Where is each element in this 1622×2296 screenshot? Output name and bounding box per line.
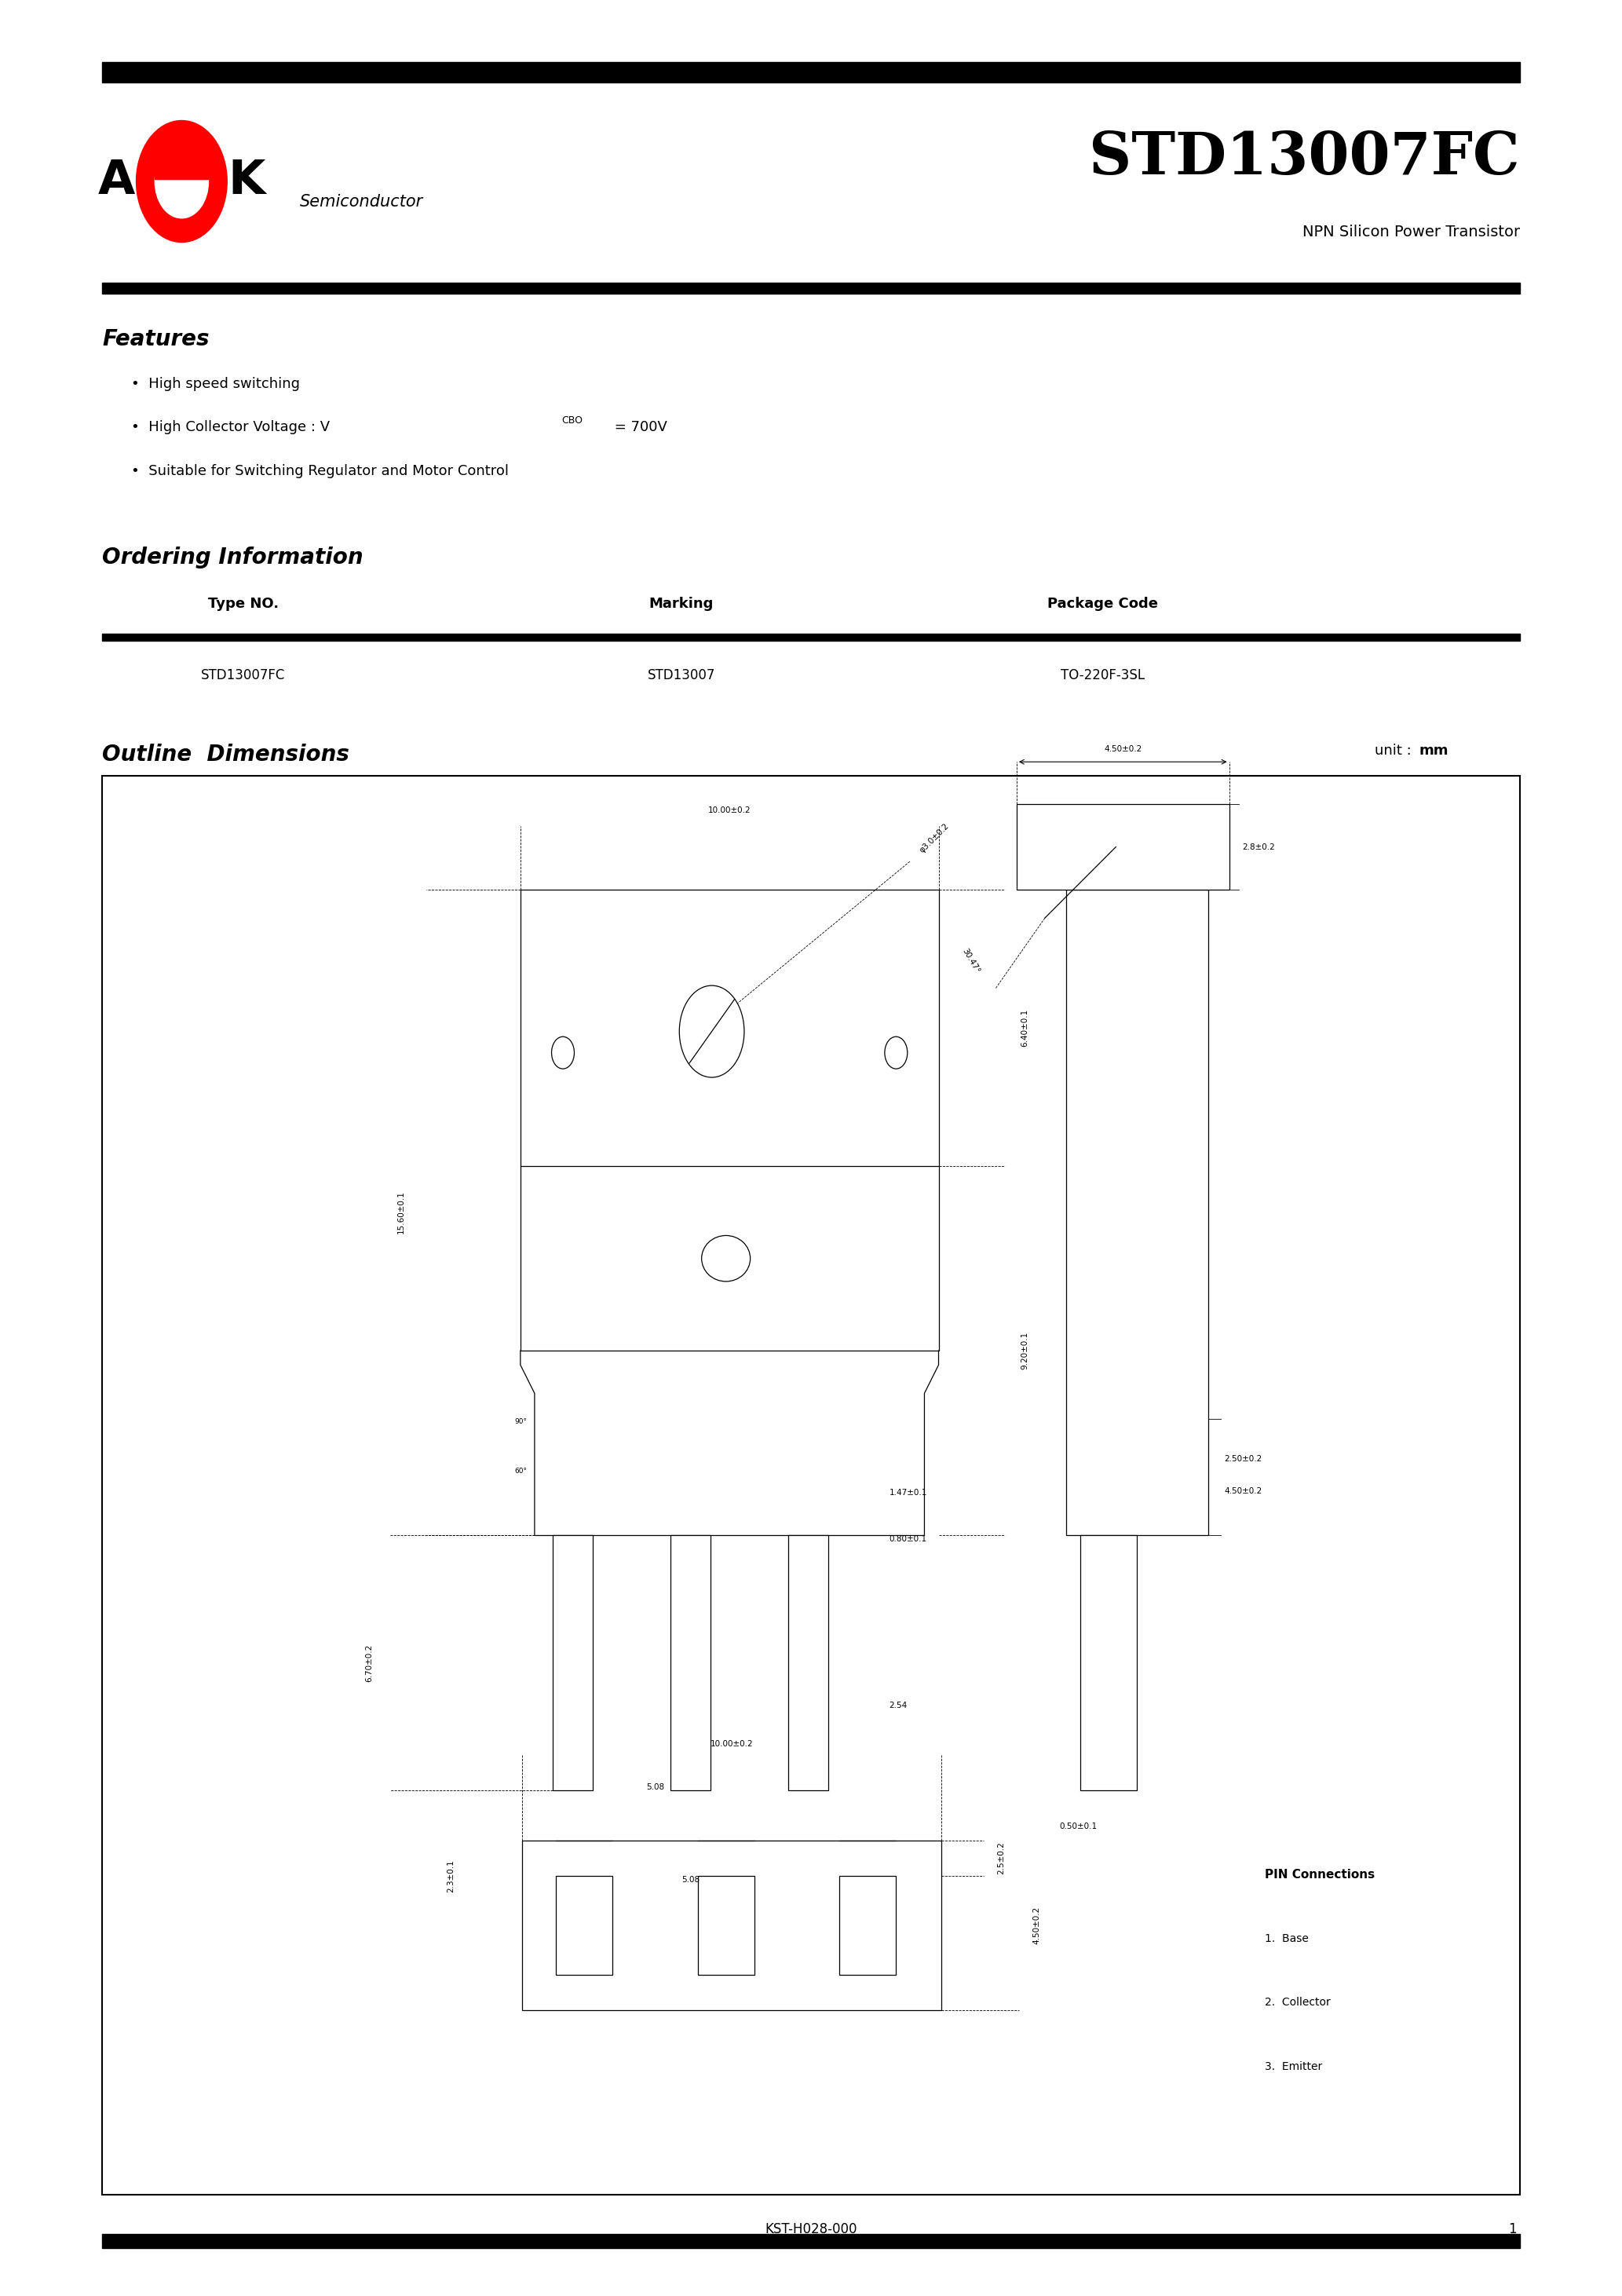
- Text: 2.54: 2.54: [889, 1701, 907, 1708]
- Text: 6.40±0.1: 6.40±0.1: [1020, 1008, 1028, 1047]
- Text: PIN Connections: PIN Connections: [1265, 1869, 1375, 1880]
- Text: 1.47±0.1: 1.47±0.1: [889, 1488, 926, 1497]
- Text: 2.50±0.2: 2.50±0.2: [1225, 1456, 1262, 1463]
- Text: 2.8±0.2: 2.8±0.2: [1242, 843, 1275, 852]
- Bar: [102, 282, 1520, 294]
- Bar: [1017, 804, 1229, 889]
- Bar: [697, 1876, 754, 1975]
- Text: Ordering Information: Ordering Information: [102, 546, 363, 569]
- Text: 2.  Collector: 2. Collector: [1265, 1998, 1330, 2009]
- Bar: [1066, 889, 1208, 1536]
- Text: NPN Silicon Power Transistor: NPN Silicon Power Transistor: [1302, 225, 1520, 239]
- Text: Outline  Dimensions: Outline Dimensions: [102, 744, 349, 767]
- Bar: [521, 889, 939, 1350]
- Text: = 700V: = 700V: [610, 420, 667, 434]
- Text: 3.  Emitter: 3. Emitter: [1265, 2062, 1322, 2073]
- Text: STD13007: STD13007: [647, 668, 715, 682]
- Circle shape: [680, 985, 744, 1077]
- Bar: [1080, 1536, 1137, 1791]
- Text: A: A: [99, 158, 135, 204]
- Text: 4.50±0.2: 4.50±0.2: [1105, 744, 1142, 753]
- Ellipse shape: [156, 145, 208, 218]
- Text: •  High speed switching: • High speed switching: [131, 377, 300, 390]
- Text: 2.5±0.2: 2.5±0.2: [998, 1841, 1004, 1874]
- Text: STD13007FC: STD13007FC: [201, 668, 285, 682]
- Text: 60°: 60°: [514, 1467, 527, 1474]
- Text: 4.50±0.2: 4.50±0.2: [1225, 1488, 1262, 1495]
- Ellipse shape: [702, 1235, 751, 1281]
- Text: KST-H028-000: KST-H028-000: [766, 2223, 856, 2236]
- Text: 2.3±0.1: 2.3±0.1: [448, 1860, 454, 1892]
- Bar: [556, 1876, 613, 1975]
- Text: 30.47°: 30.47°: [960, 946, 981, 974]
- Bar: [102, 62, 1520, 83]
- Bar: [102, 776, 1520, 2195]
- Bar: [788, 1536, 827, 1791]
- Circle shape: [551, 1038, 574, 1070]
- Text: Package Code: Package Code: [1048, 597, 1158, 611]
- Text: 10.00±0.2: 10.00±0.2: [709, 806, 751, 815]
- Text: 90°: 90°: [514, 1419, 527, 1426]
- Text: 1.  Base: 1. Base: [1265, 1933, 1309, 1945]
- Text: •  Suitable for Switching Regulator and Motor Control: • Suitable for Switching Regulator and M…: [131, 464, 509, 478]
- Text: 0.50±0.1: 0.50±0.1: [1059, 1823, 1096, 1830]
- Text: Marking: Marking: [649, 597, 714, 611]
- Bar: [553, 1536, 592, 1791]
- Text: TO-220F-3SL: TO-220F-3SL: [1061, 668, 1145, 682]
- Text: CBO: CBO: [561, 416, 582, 425]
- Text: Semiconductor: Semiconductor: [300, 195, 423, 209]
- Text: Type NO.: Type NO.: [208, 597, 279, 611]
- Bar: [102, 634, 1520, 641]
- Text: •  High Collector Voltage : V: • High Collector Voltage : V: [131, 420, 331, 434]
- Text: 6.70±0.2: 6.70±0.2: [365, 1644, 373, 1683]
- Text: 0.80±0.1: 0.80±0.1: [889, 1536, 926, 1543]
- Bar: [156, 135, 208, 179]
- Bar: [522, 1841, 941, 2011]
- Text: STD13007FC: STD13007FC: [1088, 131, 1520, 186]
- Circle shape: [884, 1038, 907, 1070]
- Text: φ3.0±0.2: φ3.0±0.2: [918, 822, 950, 854]
- Text: 10.00±0.2: 10.00±0.2: [710, 1740, 753, 1747]
- Ellipse shape: [136, 122, 227, 243]
- Text: 4.50±0.2: 4.50±0.2: [1032, 1906, 1040, 1945]
- Text: 9.20±0.1: 9.20±0.1: [1020, 1332, 1028, 1371]
- Text: 5.08: 5.08: [681, 1876, 699, 1883]
- Text: Features: Features: [102, 328, 209, 351]
- Text: K: K: [229, 158, 264, 204]
- Bar: [102, 2234, 1520, 2248]
- Bar: [670, 1536, 710, 1791]
- Text: mm: mm: [1419, 744, 1448, 758]
- Text: 15.60±0.1: 15.60±0.1: [397, 1192, 406, 1233]
- Bar: [839, 1876, 895, 1975]
- Text: 1: 1: [1508, 2223, 1517, 2236]
- Text: unit :: unit :: [1374, 744, 1411, 758]
- Text: 5.08: 5.08: [646, 1784, 663, 1791]
